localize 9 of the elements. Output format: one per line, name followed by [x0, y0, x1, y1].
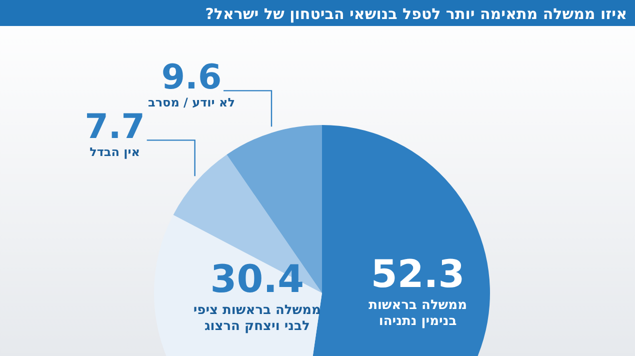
slice-label: לא יודע / מסרב	[148, 96, 236, 110]
slice-label: ממשלה בראשות בנימין נתניהו	[368, 298, 467, 330]
data-label: 52.3	[370, 252, 465, 296]
slice-label: אין הבדל	[90, 145, 140, 160]
slice-label: ממשלה בראשות ציפי לבני ויצחק הרצוג	[193, 303, 321, 334]
chart-title: איזו ממשלה מתאימה יותר לטפל בנושאי הביטחון של ישראל?	[205, 5, 627, 23]
data-label: 9.6	[161, 58, 222, 98]
data-label: 7.7	[84, 107, 145, 148]
data-label: 30.4	[210, 257, 304, 301]
